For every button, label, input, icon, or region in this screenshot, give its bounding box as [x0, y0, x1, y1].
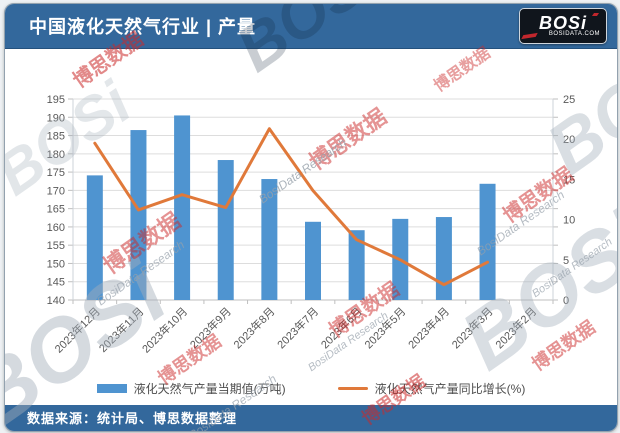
x-axis-label: 2023年11月 — [96, 304, 147, 355]
bar-2023年6月 — [348, 230, 365, 300]
chart-card: 中国液化天然气行业 | 产量 BOSi BOSIDATA.COM 140 145 1… — [4, 3, 618, 432]
left-axis-label: 195 — [47, 94, 65, 106]
left-axis-label: 180 — [47, 149, 65, 161]
left-axis-label: 160 — [47, 222, 65, 234]
left-axis-label: 155 — [47, 240, 65, 252]
x-axis-label: 2023年4月 — [405, 304, 452, 351]
x-axis-label-group: 2023年10月 — [139, 304, 190, 355]
growth-line — [93, 127, 490, 287]
chart-legend: 液化天然气产量当期值(万吨) 液化天然气产量同比增长(%) — [5, 375, 617, 401]
bar-2023年7月 — [305, 221, 321, 300]
x-axis-label: 2023年2月 — [492, 304, 539, 351]
data-source-text: 数据来源：统计局、博思数据整理 — [27, 411, 238, 426]
x-axis-label-group: 2023年4月 — [405, 304, 452, 351]
bar-2023年9月 — [217, 160, 234, 300]
left-axis-label: 175 — [47, 167, 65, 179]
left-axis-label: 190 — [47, 112, 65, 124]
legend-item-production: 液化天然气产量当期值(万吨) — [96, 380, 286, 397]
x-axis-label: 2023年7月 — [274, 304, 321, 351]
x-axis-label: 2023年9月 — [187, 304, 234, 351]
left-axis-label: 150 — [47, 258, 65, 270]
legend-bar-label: 液化天然气产量当期值(万吨) — [133, 381, 286, 396]
x-axis-label: 2023年5月 — [361, 304, 408, 351]
footer-bar: 数据来源：统计局、博思数据整理 — [5, 405, 617, 431]
logo-subtext: BOSIDATA.COM — [548, 30, 600, 37]
right-axis-label: 25 — [563, 94, 575, 106]
right-axis-label: 15 — [563, 174, 575, 186]
left-axis-label: 165 — [47, 204, 65, 216]
right-axis-label: 10 — [563, 215, 575, 227]
chart-plot-area: 140 145 150 155 160 165 170 175 180 185 190 195 0 5 10… — [5, 49, 617, 380]
x-axis-label-group: 2023年9月 — [187, 304, 234, 351]
x-axis-label-group: 2023年11月 — [96, 304, 147, 355]
x-axis-label-group: 2023年5月 — [361, 304, 408, 351]
right-axis-label: 5 — [563, 255, 569, 267]
bar-2023年12月 — [86, 175, 103, 300]
logo-slash-icon — [521, 32, 538, 40]
legend-bar-swatch — [96, 383, 127, 393]
x-axis-label-group: 2023年6月 — [318, 304, 365, 351]
x-axis-label-group: 2023年12月 — [52, 304, 103, 355]
legend-growth-label: 液化天然气产量同比增长(%) — [374, 381, 526, 396]
right-axis-label: 20 — [563, 134, 575, 146]
x-axis-label-group: 2023年3月 — [449, 304, 496, 351]
right-axis-label: 0 — [563, 295, 569, 307]
x-axis-label: 2023年10月 — [139, 304, 190, 355]
legend-item-growth: 液化天然气产量同比增长(%) — [337, 380, 526, 397]
x-axis-label: 2023年8月 — [230, 304, 277, 351]
bar-2023年11月 — [130, 130, 147, 300]
bar-2023年8月 — [261, 179, 278, 300]
x-axis-label-group: 2023年7月 — [274, 304, 321, 351]
left-axis-label: 185 — [47, 131, 65, 143]
x-axis-label-group: 2023年8月 — [230, 304, 277, 351]
logo-dot-icon — [591, 13, 600, 16]
x-axis-label: 2023年12月 — [52, 304, 103, 355]
logo-text: BOSi — [538, 12, 587, 33]
left-axis-label: 170 — [47, 185, 65, 197]
chart-canvas: 140 145 150 155 160 165 170 175 180 185 190 195 0 5 10… — [47, 94, 576, 356]
chart-region: 140 145 150 155 160 165 170 175 180 185 190 195 0 5 10… — [5, 49, 617, 375]
legend-line-swatch — [337, 386, 368, 390]
bar-2023年10月 — [174, 115, 191, 300]
bar-2023年3月 — [479, 183, 496, 300]
bar-2023年4月 — [435, 217, 452, 300]
left-axis-label: 140 — [47, 295, 65, 307]
x-axis-label: 2023年6月 — [318, 304, 365, 351]
x-axis-label-group: 2023年2月 — [492, 304, 539, 351]
x-axis-label: 2023年3月 — [449, 304, 496, 351]
header-bar: 中国液化天然气行业 | 产量 BOSi BOSIDATA.COM — [5, 4, 617, 49]
left-axis-label: 145 — [47, 277, 65, 289]
page-title: 中国液化天然气行业 | 产量 — [29, 17, 257, 37]
bosi-logo: BOSi BOSIDATA.COM — [519, 8, 607, 44]
